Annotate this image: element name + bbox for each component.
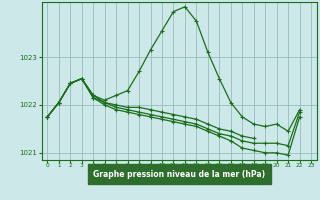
X-axis label: Graphe pression niveau de la mer (hPa): Graphe pression niveau de la mer (hPa) [93,170,265,179]
